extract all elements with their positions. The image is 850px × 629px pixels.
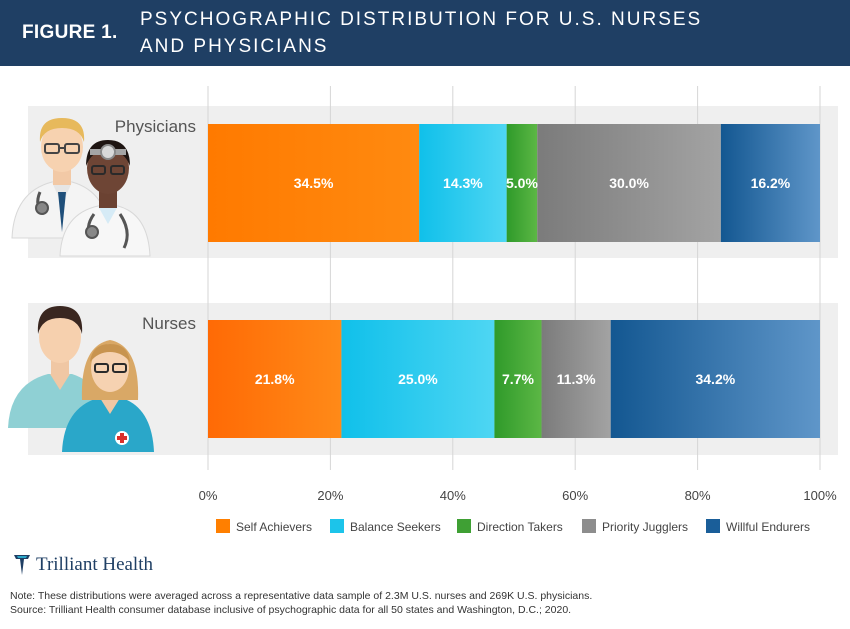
bar-physicians-direction-takers (506, 124, 538, 242)
data-label-nurses-self-achievers: 21.8% (255, 371, 295, 387)
data-label-physicians-balance-seekers: 14.3% (443, 175, 483, 191)
data-label-physicians-priority-jugglers: 30.0% (609, 175, 649, 191)
legend-swatch-willful-endurers (706, 519, 720, 533)
data-label-nurses-direction-takers: 7.7% (502, 371, 534, 387)
legend-label-priority-jugglers: Priority Jugglers (602, 520, 688, 534)
logo-text: Trilliant Health (36, 554, 153, 575)
bar-physicians-self-achievers (208, 124, 420, 242)
footnote-source: Source: Trilliant Health consumer databa… (10, 604, 572, 616)
data-label-nurses-willful-endurers: 34.2% (695, 371, 735, 387)
bar-nurses-direction-takers (494, 320, 542, 438)
bar-segments (208, 124, 820, 438)
bar-nurses-willful-endurers (610, 320, 820, 438)
x-axis-tick-labels: 0% 20% 40% 60% 80% 100% (199, 488, 837, 503)
data-label-nurses-priority-jugglers: 11.3% (557, 371, 596, 387)
bar-nurses-self-achievers (208, 320, 342, 438)
legend-label-balance-seekers: Balance Seekers (350, 520, 441, 534)
figure-label: FIGURE 1. (22, 22, 118, 43)
legend: Self Achievers Balance Seekers Direction T… (216, 519, 810, 534)
legend-swatch-balance-seekers (330, 519, 344, 533)
legend-item-priority-jugglers: Priority Jugglers (582, 519, 688, 534)
data-label-nurses-balance-seekers: 25.0% (398, 371, 438, 387)
data-label-physicians-direction-takers: 5.0% (506, 175, 538, 191)
nurses-illustration (8, 306, 154, 452)
legend-swatch-priority-jugglers (582, 519, 596, 533)
data-label-physicians-self-achievers: 34.5% (294, 175, 334, 191)
legend-swatch-direction-takers (457, 519, 471, 533)
bar-data-labels: 34.5% 14.3% 5.0% 30.0% 16.2% 21.8% 25.0% 7.7% 11… (255, 175, 791, 387)
figure-title-line-2: AND PHYSICIANS (140, 36, 329, 57)
x-tick-label-60: 60% (562, 488, 588, 503)
category-labels: Physicians Nurses (115, 117, 196, 333)
bar-nurses-balance-seekers (341, 320, 495, 438)
category-label-physicians: Physicians (115, 117, 196, 136)
stacked-bar-chart: 34.5% 14.3% 5.0% 30.0% 16.2% 21.8% 25.0% 7.7% 11… (8, 86, 838, 534)
x-tick-label-80: 80% (685, 488, 711, 503)
bar-physicians-willful-endurers (720, 124, 820, 242)
category-label-nurses: Nurses (142, 314, 196, 333)
trilliant-logo-icon (14, 555, 30, 575)
figure-header: FIGURE 1. PSYCHOGRAPHIC DISTRIBUTION FOR… (0, 0, 850, 66)
legend-swatch-self-achievers (216, 519, 230, 533)
bar-physicians-balance-seekers (419, 124, 507, 242)
footnote-note: Note: These distributions were averaged … (10, 590, 593, 602)
physicians-illustration (11, 118, 151, 257)
legend-item-self-achievers: Self Achievers (216, 519, 312, 534)
x-tick-label-40: 40% (440, 488, 466, 503)
legend-label-willful-endurers: Willful Endurers (726, 520, 810, 534)
x-tick-label-20: 20% (317, 488, 343, 503)
bar-nurses-priority-jugglers (541, 320, 611, 438)
legend-item-direction-takers: Direction Takers (457, 519, 563, 534)
x-tick-label-100: 100% (803, 488, 837, 503)
legend-label-self-achievers: Self Achievers (236, 520, 312, 534)
data-label-physicians-willful-endurers: 16.2% (751, 175, 791, 191)
legend-item-willful-endurers: Willful Endurers (706, 519, 810, 534)
figure-title-line-1: PSYCHOGRAPHIC DISTRIBUTION FOR U.S. NURS… (140, 9, 703, 30)
legend-item-balance-seekers: Balance Seekers (330, 519, 441, 534)
legend-label-direction-takers: Direction Takers (477, 520, 563, 534)
bar-physicians-priority-jugglers (537, 124, 721, 242)
x-tick-label-0: 0% (199, 488, 218, 503)
trilliant-health-logo: Trilliant Health (12, 553, 153, 577)
